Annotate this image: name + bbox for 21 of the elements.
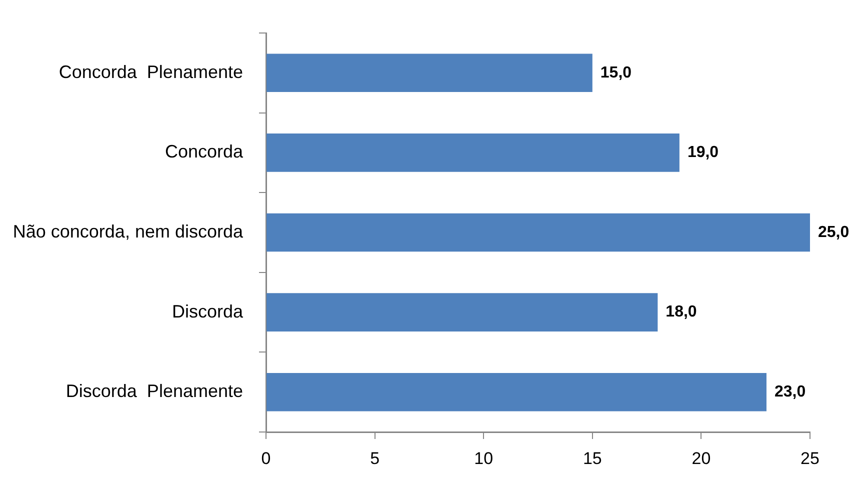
x-tick-label: 20 [692, 448, 711, 468]
x-tick-label: 15 [582, 448, 602, 468]
y-tick-label: Discorda [172, 301, 244, 322]
x-tick-label: 5 [370, 448, 380, 468]
y-tick-label: Concorda [164, 142, 244, 162]
bar [266, 134, 680, 172]
bar [266, 54, 592, 92]
data-label: 18,0 [666, 304, 697, 321]
data-label: 25,0 [818, 224, 850, 241]
bar [266, 293, 658, 332]
bar [266, 213, 810, 252]
y-tick-label: Discorda Plenamente [66, 381, 243, 402]
bar [266, 372, 766, 412]
data-label: 23,0 [774, 384, 806, 401]
y-tick-label: Não concorda, nem discorda [12, 221, 244, 242]
y-tick-label: Concorda Plenamente [58, 62, 243, 82]
x-tick-label: 25 [800, 448, 820, 468]
data-label: 15,0 [600, 64, 632, 82]
x-tick-label: 0 [261, 448, 271, 468]
data-label: 19,0 [687, 144, 719, 162]
x-tick-label: 10 [474, 448, 494, 468]
